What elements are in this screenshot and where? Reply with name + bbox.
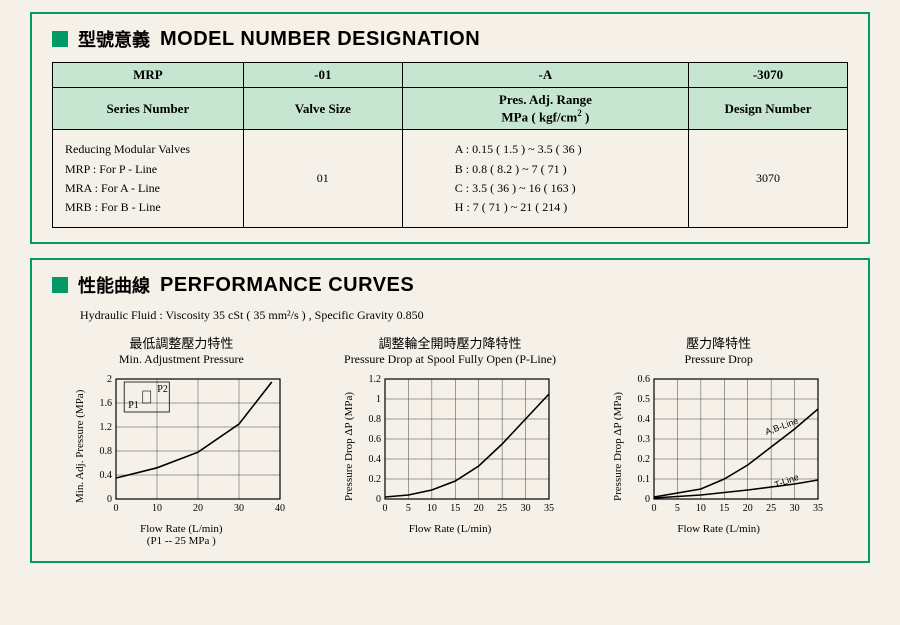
code-cell: MRP (53, 63, 244, 88)
chart-title-zh: 最低調整壓力特性 (129, 333, 233, 352)
series-cell: Reducing Modular ValvesMRP : For P - Lin… (53, 130, 244, 228)
svg-text:0.2: 0.2 (369, 474, 382, 485)
svg-text:0.1: 0.1 (637, 474, 650, 485)
svg-text:5: 5 (675, 503, 680, 514)
svg-text:1.2: 1.2 (100, 422, 113, 433)
chart-title-en: Min. Adjustment Pressure (119, 352, 244, 367)
svg-text:20: 20 (474, 503, 484, 514)
chart-1: 調整輪全開時壓力降特性Pressure Drop at Spool Fully … (321, 333, 580, 547)
model-table: MRP-01-A-3070 Series NumberValve SizePre… (52, 62, 848, 228)
svg-text:2: 2 (107, 374, 112, 385)
code-cell: -3070 (688, 63, 847, 88)
chart-title-en: Pressure Drop at Spool Fully Open (P-Lin… (344, 352, 556, 367)
svg-text:T-Line: T-Line (773, 472, 800, 490)
svg-text:5: 5 (406, 503, 411, 514)
svg-text:1.6: 1.6 (100, 398, 113, 409)
svg-text:1.2: 1.2 (369, 374, 382, 385)
section1-title-zh: 型號意義 (78, 26, 150, 52)
svg-text:10: 10 (152, 503, 162, 514)
section2-title: 性能曲線 PERFORMANCE CURVES (52, 272, 848, 298)
svg-text:30: 30 (521, 503, 531, 514)
svg-text:0.4: 0.4 (369, 454, 382, 465)
model-designation-panel: 型號意義 MODEL NUMBER DESIGNATION MRP-01-A-3… (30, 12, 870, 244)
svg-text:15: 15 (450, 503, 460, 514)
svg-text:15: 15 (719, 503, 729, 514)
chart-title-en: Pressure Drop (685, 352, 753, 367)
svg-text:P2: P2 (158, 384, 169, 395)
section2-title-zh: 性能曲線 (78, 272, 150, 298)
chart-svg: 0 10 20 30 40 0 0.4 0.8 1.2 1.6 2 P2 P1 (88, 371, 288, 521)
square-bullet-icon (52, 31, 68, 47)
svg-text:10: 10 (427, 503, 437, 514)
svg-text:0: 0 (645, 494, 650, 505)
svg-text:35: 35 (813, 503, 823, 514)
performance-curves-panel: 性能曲線 PERFORMANCE CURVES Hydraulic Fluid … (30, 258, 870, 563)
valve-size-cell: 01 (243, 130, 402, 228)
svg-text:P1: P1 (129, 400, 140, 411)
code-cell: -A (402, 63, 688, 88)
x-axis-label: Flow Rate (L/min) (409, 523, 492, 535)
charts-row: 最低調整壓力特性Min. Adjustment Pressure Min. Adj… (52, 333, 848, 547)
svg-text:0.3: 0.3 (637, 434, 650, 445)
svg-text:0.2: 0.2 (637, 454, 650, 465)
y-axis-label: Pressure Drop ΔP (MPa) (612, 371, 624, 521)
section2-title-en: PERFORMANCE CURVES (160, 274, 414, 297)
x-axis-label: Flow Rate (L/min) (677, 523, 760, 535)
svg-text:30: 30 (234, 503, 244, 514)
svg-text:1: 1 (376, 394, 381, 405)
chart-2: 壓力降特性Pressure Drop Pressure Drop ΔP (MPa)… (589, 333, 848, 547)
svg-text:0.4: 0.4 (100, 470, 113, 481)
svg-text:0.5: 0.5 (637, 394, 650, 405)
label-cell: Series Number (53, 88, 244, 130)
chart-svg: 0510152025303500.10.20.30.40.50.6A,B-Lin… (626, 371, 826, 521)
svg-text:0.8: 0.8 (369, 414, 382, 425)
design-no-cell: 3070 (688, 130, 847, 228)
svg-text:20: 20 (742, 503, 752, 514)
y-axis-label: Pressure Drop ΔP (MPa) (343, 371, 355, 521)
svg-text:0.8: 0.8 (100, 446, 113, 457)
section1-title: 型號意義 MODEL NUMBER DESIGNATION (52, 26, 848, 52)
svg-text:0.6: 0.6 (637, 374, 650, 385)
y-axis-label: Min. Adj. Pressure (MPa) (74, 371, 86, 521)
svg-text:25: 25 (766, 503, 776, 514)
svg-text:0: 0 (383, 503, 388, 514)
svg-text:0: 0 (114, 503, 119, 514)
svg-text:0.6: 0.6 (369, 434, 382, 445)
section1-title-en: MODEL NUMBER DESIGNATION (160, 28, 480, 51)
chart-svg: 0 5 10 15 20 25 30 35 0 0.2 0.4 0.6 0.8 1 1.2 (357, 371, 557, 521)
square-bullet-icon (52, 277, 68, 293)
svg-text:10: 10 (696, 503, 706, 514)
svg-text:40: 40 (275, 503, 285, 514)
svg-text:30: 30 (789, 503, 799, 514)
code-cell: -01 (243, 63, 402, 88)
x-axis-label-2: (P1 -- 25 MPa ) (147, 535, 216, 547)
chart-title-zh: 壓力降特性 (686, 333, 751, 352)
svg-text:20: 20 (193, 503, 203, 514)
chart-title-zh: 調整輪全開時壓力降特性 (379, 333, 522, 352)
label-cell: Valve Size (243, 88, 402, 130)
x-axis-label: Flow Rate (L/min) (140, 523, 223, 535)
label-cell: Pres. Adj. RangeMPa ( kgf/cm2 ) (402, 88, 688, 130)
label-cell: Design Number (688, 88, 847, 130)
svg-text:0: 0 (376, 494, 381, 505)
svg-text:0.4: 0.4 (637, 414, 650, 425)
chart-0: 最低調整壓力特性Min. Adjustment Pressure Min. Adj… (52, 333, 311, 547)
ranges-cell: A : 0.15 ( 1.5 ) ~ 3.5 ( 36 )B : 0.8 ( 8… (402, 130, 688, 228)
fluid-note: Hydraulic Fluid : Viscosity 35 cSt ( 35 … (80, 308, 848, 323)
svg-text:0: 0 (651, 503, 656, 514)
svg-text:25: 25 (497, 503, 507, 514)
svg-text:0: 0 (107, 494, 112, 505)
svg-text:35: 35 (544, 503, 554, 514)
